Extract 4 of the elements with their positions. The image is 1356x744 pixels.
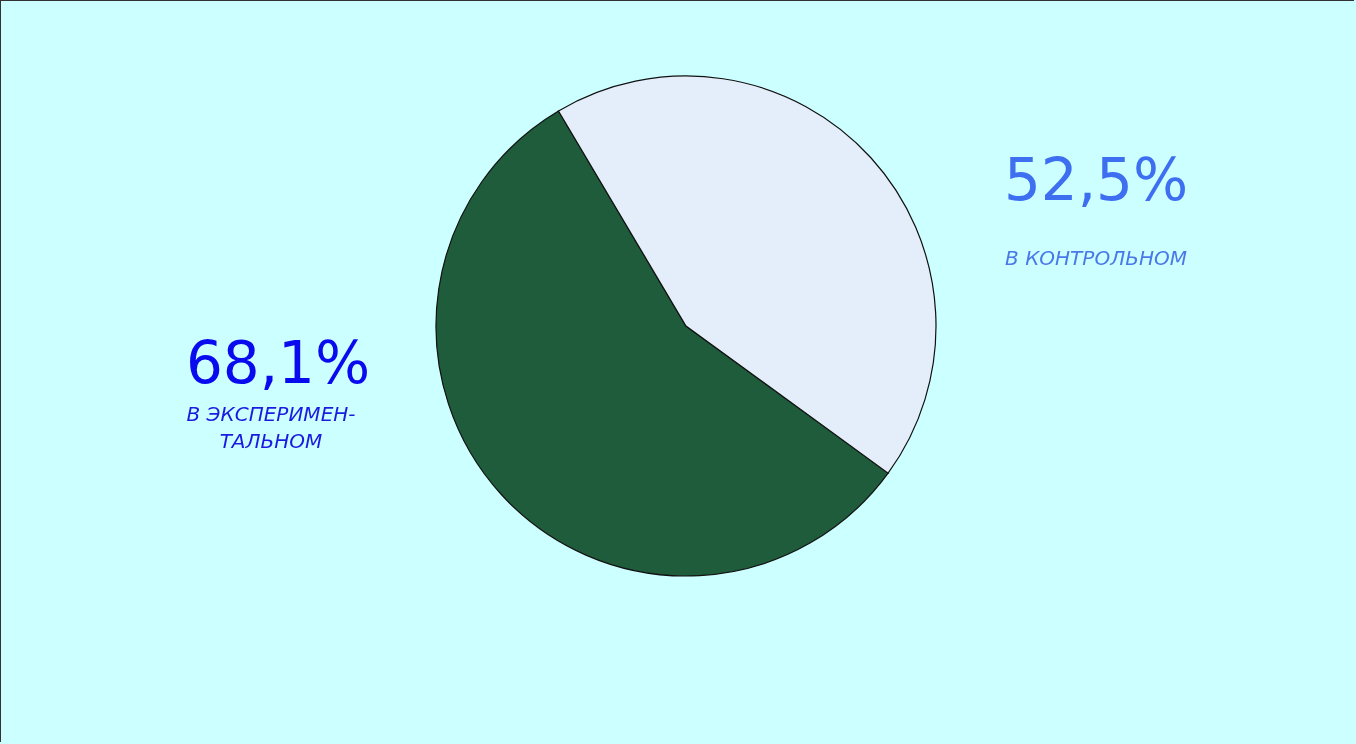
data-label: 52,5% <box>1003 146 1189 214</box>
data-label: 68,1% <box>185 329 371 397</box>
slice-label: В ЭКСПЕРИМЕН- ТАЛЬНОМ <box>186 402 356 453</box>
slice-label: В КОНТРОЛЬНОМ <box>1005 246 1187 270</box>
